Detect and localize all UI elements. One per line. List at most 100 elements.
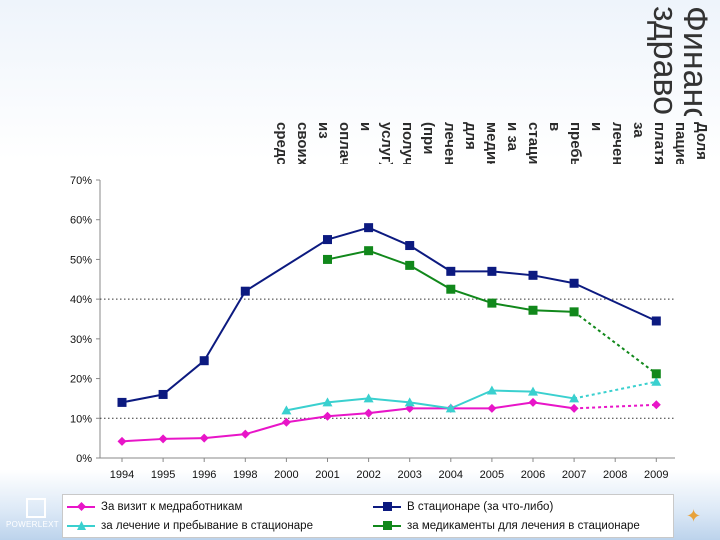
series-line-segment — [574, 403, 657, 410]
data-point — [446, 284, 456, 294]
series-line-segment — [532, 274, 575, 285]
series-line-segment — [573, 311, 657, 375]
data-point — [405, 260, 415, 270]
series-line-segment — [286, 401, 328, 412]
data-point — [651, 400, 661, 410]
data-point — [281, 405, 292, 415]
sparkle-icon: ✦ — [686, 506, 702, 526]
data-point — [486, 385, 497, 395]
data-point — [240, 286, 250, 296]
data-point — [240, 429, 250, 439]
data-point — [117, 436, 127, 446]
data-point — [528, 397, 538, 407]
series-line-segment — [491, 270, 534, 277]
y-tick-label: 0% — [76, 453, 92, 465]
series-line-segment — [450, 288, 493, 305]
data-point — [446, 266, 456, 276]
data-point — [158, 389, 168, 399]
data-point — [364, 408, 374, 418]
series-line-segment — [491, 302, 534, 312]
data-point — [281, 417, 291, 427]
legend-item-hospital: В стационаре (за что-либо) — [373, 498, 669, 516]
slide-title: Финансирование здравоохранения — [100, 6, 710, 116]
y-tick-label: 30% — [70, 334, 92, 346]
data-point — [569, 307, 579, 317]
x-tick-label: 2000 — [274, 469, 298, 481]
series-line-segment — [368, 407, 410, 415]
series-line-segment — [532, 390, 575, 400]
data-point — [405, 241, 415, 251]
series-line-segment — [244, 238, 329, 293]
data-point — [363, 393, 374, 403]
slide-subtitle: Доля пациентов, платящих за лечение и пр… — [273, 122, 710, 164]
data-point — [364, 246, 374, 256]
triangle-marker-icon — [77, 521, 86, 530]
series-line-segment — [327, 226, 369, 241]
x-tick-label: 2008 — [603, 469, 627, 481]
series-line-segment — [121, 393, 164, 404]
x-tick-label: 2009 — [644, 469, 668, 481]
y-tick-label: 20% — [70, 374, 92, 386]
data-point — [117, 397, 127, 407]
diamond-marker-icon — [77, 502, 86, 511]
series-line-segment — [532, 401, 575, 410]
x-tick-label: 1996 — [192, 469, 216, 481]
x-tick-label: 2005 — [480, 469, 504, 481]
series-line-segment — [368, 249, 411, 267]
y-tick-label: 70% — [70, 175, 92, 187]
series-line-segment — [163, 437, 205, 440]
series-line-segment — [204, 433, 246, 440]
data-point — [199, 356, 209, 366]
x-tick-label: 2003 — [397, 469, 421, 481]
y-tick-label: 40% — [70, 294, 92, 306]
legend-label-visit: За визит к медработникам — [101, 501, 243, 513]
x-tick-label: 2007 — [562, 469, 586, 481]
series-line-segment — [245, 421, 287, 436]
x-tick-label: 2006 — [521, 469, 545, 481]
series-line-segment — [573, 380, 657, 400]
data-point — [528, 270, 538, 280]
data-point — [651, 316, 661, 326]
data-point — [651, 376, 662, 386]
data-point — [569, 393, 580, 403]
x-tick-label: 1998 — [233, 469, 257, 481]
series-line-segment — [368, 226, 411, 247]
data-point — [364, 223, 374, 233]
legend-label-medicines: за медикаменты для лечения в стационаре — [407, 520, 640, 532]
data-point — [323, 411, 332, 421]
x-tick-label: 2004 — [439, 469, 463, 481]
y-tick-label: 10% — [70, 413, 92, 425]
square-marker-icon — [383, 502, 392, 511]
logo-frame-icon — [26, 498, 46, 518]
series-line-segment — [162, 359, 205, 396]
data-point — [404, 397, 415, 407]
x-tick-label: 1994 — [110, 469, 134, 481]
series-line-segment — [327, 412, 369, 418]
series-line-segment — [286, 415, 328, 424]
series-line-segment — [368, 397, 410, 404]
data-point — [487, 266, 497, 276]
legend-label-hospital: В стационаре (за что-либо) — [407, 501, 554, 513]
plot-area — [100, 180, 675, 458]
data-point — [528, 305, 538, 315]
x-tick-label: 2001 — [315, 469, 339, 481]
data-point — [569, 403, 579, 413]
data-point — [158, 434, 168, 444]
legend-label-treatment: за лечение и пребывание в стационаре — [101, 520, 313, 532]
series-line-segment — [491, 389, 534, 393]
data-point — [528, 386, 538, 396]
series-line-segment — [409, 244, 452, 273]
data-point — [323, 254, 332, 264]
data-point — [199, 433, 209, 443]
legend-item-medicines: за медикаменты для лечения в стационаре — [373, 517, 669, 535]
data-point — [487, 403, 497, 413]
series-line-segment — [121, 437, 164, 443]
series-line-segment — [409, 401, 451, 410]
square-marker-icon — [383, 521, 392, 530]
logo-text: POWERLEXT — [6, 520, 59, 529]
data-point — [651, 369, 661, 379]
y-tick-label: 50% — [70, 254, 92, 266]
data-point — [445, 403, 456, 413]
series-line-segment — [327, 249, 369, 261]
